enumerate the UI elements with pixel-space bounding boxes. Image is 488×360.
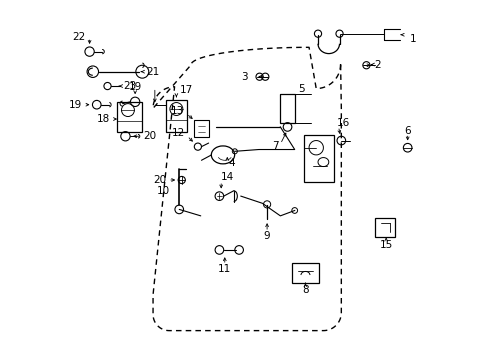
Bar	[303, 135, 333, 182]
Text: 4: 4	[228, 158, 235, 168]
Text: 19: 19	[69, 100, 82, 110]
Text: 13: 13	[171, 106, 184, 116]
Bar	[166, 100, 187, 132]
Text: 16: 16	[336, 118, 349, 128]
Text: 15: 15	[379, 239, 392, 249]
Text: 3: 3	[240, 72, 247, 82]
Text: 9: 9	[263, 231, 270, 240]
Text: 20: 20	[153, 175, 166, 185]
Text: 17: 17	[180, 85, 193, 95]
Text: 6: 6	[404, 126, 410, 135]
Text: 2: 2	[373, 59, 380, 69]
Text: 23: 23	[123, 81, 136, 91]
Bar	[291, 263, 318, 283]
Text: 12: 12	[172, 128, 185, 138]
Text: 18: 18	[97, 114, 110, 124]
Text: 14: 14	[221, 172, 234, 183]
Bar	[194, 120, 208, 137]
Text: 8: 8	[302, 285, 308, 295]
Text: 10: 10	[157, 186, 170, 196]
Text: 7: 7	[271, 141, 278, 151]
Bar	[117, 102, 142, 132]
Bar	[375, 218, 394, 237]
Bar	[280, 94, 294, 123]
Text: 22: 22	[72, 32, 85, 41]
Text: 5: 5	[298, 84, 305, 94]
Text: 11: 11	[218, 264, 231, 274]
Text: 20: 20	[143, 131, 156, 141]
Text: 19: 19	[128, 82, 142, 92]
Text: 21: 21	[145, 67, 159, 77]
Text: 1: 1	[408, 35, 415, 44]
